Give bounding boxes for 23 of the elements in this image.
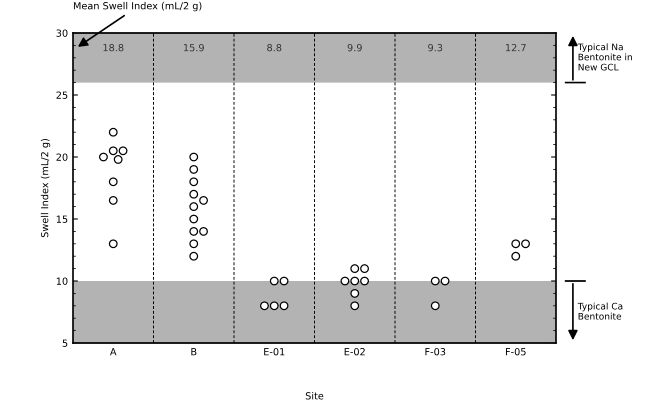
- x-tick-label: F-03: [425, 348, 446, 356]
- annotation: 12.7: [506, 44, 526, 52]
- x-tick-label: E-01: [264, 348, 284, 356]
- y-tick-label: 15: [56, 216, 68, 223]
- annotation: 18.8: [103, 44, 124, 52]
- x-tick-label: E-02: [344, 348, 365, 356]
- annotation: 8.8: [267, 44, 282, 52]
- text: Mean Swell Index (mL/2 g): [74, 2, 202, 12]
- annotation: 15.9: [184, 44, 204, 52]
- y-tick-label: 30: [56, 29, 68, 37]
- x-axis-title: Site: [306, 392, 324, 400]
- band-label: Typical Na Bentonite in New GCL: [578, 43, 632, 71]
- y-tick-label: 5: [62, 340, 68, 347]
- annotation: 9.3: [428, 44, 442, 52]
- x-tick-label: A: [110, 348, 116, 356]
- y-tick-label: 10: [56, 277, 68, 285]
- y-tick-label: 20: [56, 153, 68, 161]
- annotation: 9.9: [348, 44, 362, 52]
- band-label: Typical Ca Bentonite: [578, 302, 622, 320]
- y-axis-title: Swell Index (mL/2 g): [40, 139, 50, 238]
- x-tick-label: F-05: [506, 348, 526, 356]
- y-tick-label: 25: [56, 91, 68, 99]
- x-tick-label: B: [191, 348, 196, 356]
